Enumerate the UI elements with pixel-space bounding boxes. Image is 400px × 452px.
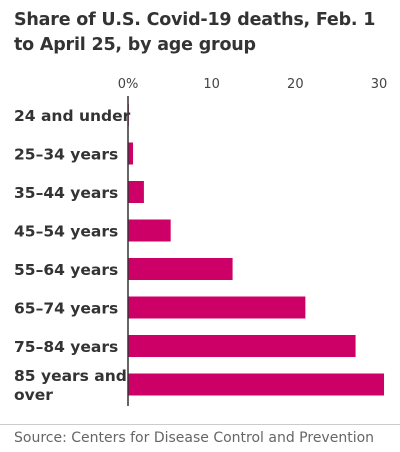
category-label: 55–64 years	[14, 261, 118, 279]
category-label: 35–44 years	[14, 184, 118, 202]
bar	[128, 142, 134, 165]
x-tick-label: 20	[287, 77, 304, 92]
category-label: 65–74 years	[14, 300, 118, 318]
source-note: Source: Centers for Disease Control and …	[14, 430, 375, 446]
bar	[128, 335, 356, 357]
category-label: 75–84 years	[14, 338, 118, 356]
category-label: 85 years and over	[14, 367, 127, 404]
category-label: 25–34 years	[14, 146, 118, 164]
bar	[128, 219, 171, 242]
category-label: 45–54 years	[14, 223, 118, 241]
bar	[128, 373, 385, 396]
bar	[128, 258, 233, 280]
x-tick-label: 30	[371, 77, 388, 92]
chart-title: Share of U.S. Covid-19 deaths, Feb. 1 to…	[14, 10, 376, 55]
x-tick-label: 0%	[118, 77, 139, 92]
bar	[128, 296, 306, 319]
x-tick-label: 10	[203, 77, 220, 92]
source-divider	[0, 424, 400, 425]
category-label: 24 and under	[14, 107, 131, 125]
bar	[128, 181, 144, 203]
